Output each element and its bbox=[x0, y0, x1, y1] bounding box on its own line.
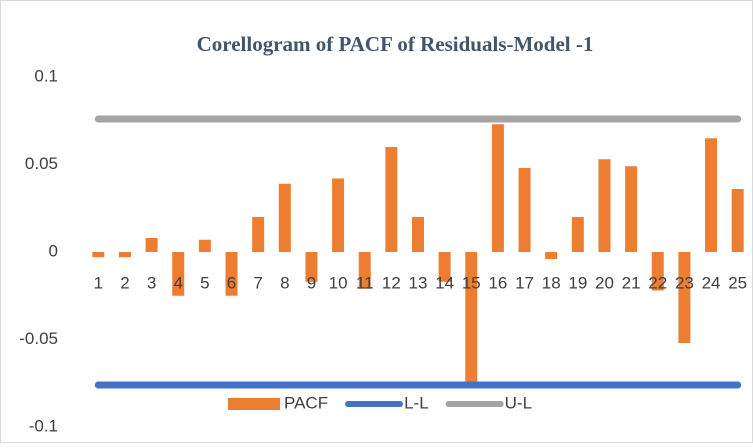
bar bbox=[278, 183, 291, 252]
y-tick-label: -0.05 bbox=[19, 329, 58, 348]
bar bbox=[225, 252, 238, 296]
x-tick-label: 8 bbox=[280, 273, 289, 292]
bar bbox=[412, 217, 424, 252]
bar bbox=[598, 159, 611, 252]
x-tick-label: 1 bbox=[94, 273, 103, 292]
x-tick-label: 7 bbox=[253, 273, 262, 292]
y-tick-label: 0.05 bbox=[25, 154, 58, 173]
x-tick-label: 10 bbox=[329, 273, 348, 292]
bar bbox=[252, 217, 265, 252]
bar bbox=[438, 252, 451, 282]
bar bbox=[145, 238, 158, 252]
y-tick-label: -0.1 bbox=[29, 416, 58, 435]
bar bbox=[92, 252, 105, 258]
x-tick-label: 2 bbox=[120, 273, 129, 292]
bar bbox=[198, 239, 211, 252]
x-tick-label: 25 bbox=[728, 273, 747, 292]
legend-label: PACF bbox=[284, 393, 328, 412]
bar bbox=[518, 168, 531, 252]
legend-swatch bbox=[228, 398, 280, 410]
x-tick-label: 22 bbox=[648, 273, 667, 292]
x-tick-label: 9 bbox=[307, 273, 316, 292]
x-tick-label: 23 bbox=[675, 273, 694, 292]
bar bbox=[571, 217, 584, 252]
bar bbox=[385, 147, 398, 252]
x-tick-label: 3 bbox=[147, 273, 156, 292]
bar bbox=[172, 252, 185, 296]
bar bbox=[332, 178, 345, 252]
x-tick-label: 13 bbox=[409, 273, 428, 292]
legend-label: L-L bbox=[404, 393, 429, 412]
bar bbox=[545, 252, 558, 259]
x-tick-label: 21 bbox=[622, 273, 641, 292]
y-tick-label: 0 bbox=[49, 241, 58, 260]
bar bbox=[625, 166, 638, 252]
x-tick-label: 16 bbox=[488, 273, 507, 292]
x-tick-label: 14 bbox=[435, 273, 454, 292]
bar bbox=[305, 252, 318, 282]
bar bbox=[731, 189, 744, 252]
y-tick-label: 0.1 bbox=[34, 66, 58, 85]
x-tick-label: 11 bbox=[356, 273, 374, 292]
bar bbox=[118, 252, 131, 258]
x-tick-label: 24 bbox=[702, 273, 721, 292]
chart-title: Corellogram of PACF of Residuals-Model -… bbox=[197, 32, 594, 56]
x-tick-label: 17 bbox=[515, 273, 534, 292]
x-tick-label: 19 bbox=[568, 273, 587, 292]
x-tick-label: 4 bbox=[174, 273, 183, 292]
bar bbox=[651, 252, 664, 291]
bar bbox=[678, 252, 691, 343]
bar bbox=[491, 124, 504, 252]
bar bbox=[465, 252, 478, 384]
bar bbox=[358, 252, 371, 289]
x-tick-label: 18 bbox=[542, 273, 561, 292]
x-tick-label: 12 bbox=[382, 273, 401, 292]
x-tick-label: 5 bbox=[200, 273, 209, 292]
legend-label: U-L bbox=[505, 393, 532, 412]
x-tick-label: 20 bbox=[595, 273, 614, 292]
x-tick-label: 15 bbox=[462, 273, 481, 292]
bar bbox=[705, 138, 718, 252]
x-tick-label: 6 bbox=[227, 273, 236, 292]
